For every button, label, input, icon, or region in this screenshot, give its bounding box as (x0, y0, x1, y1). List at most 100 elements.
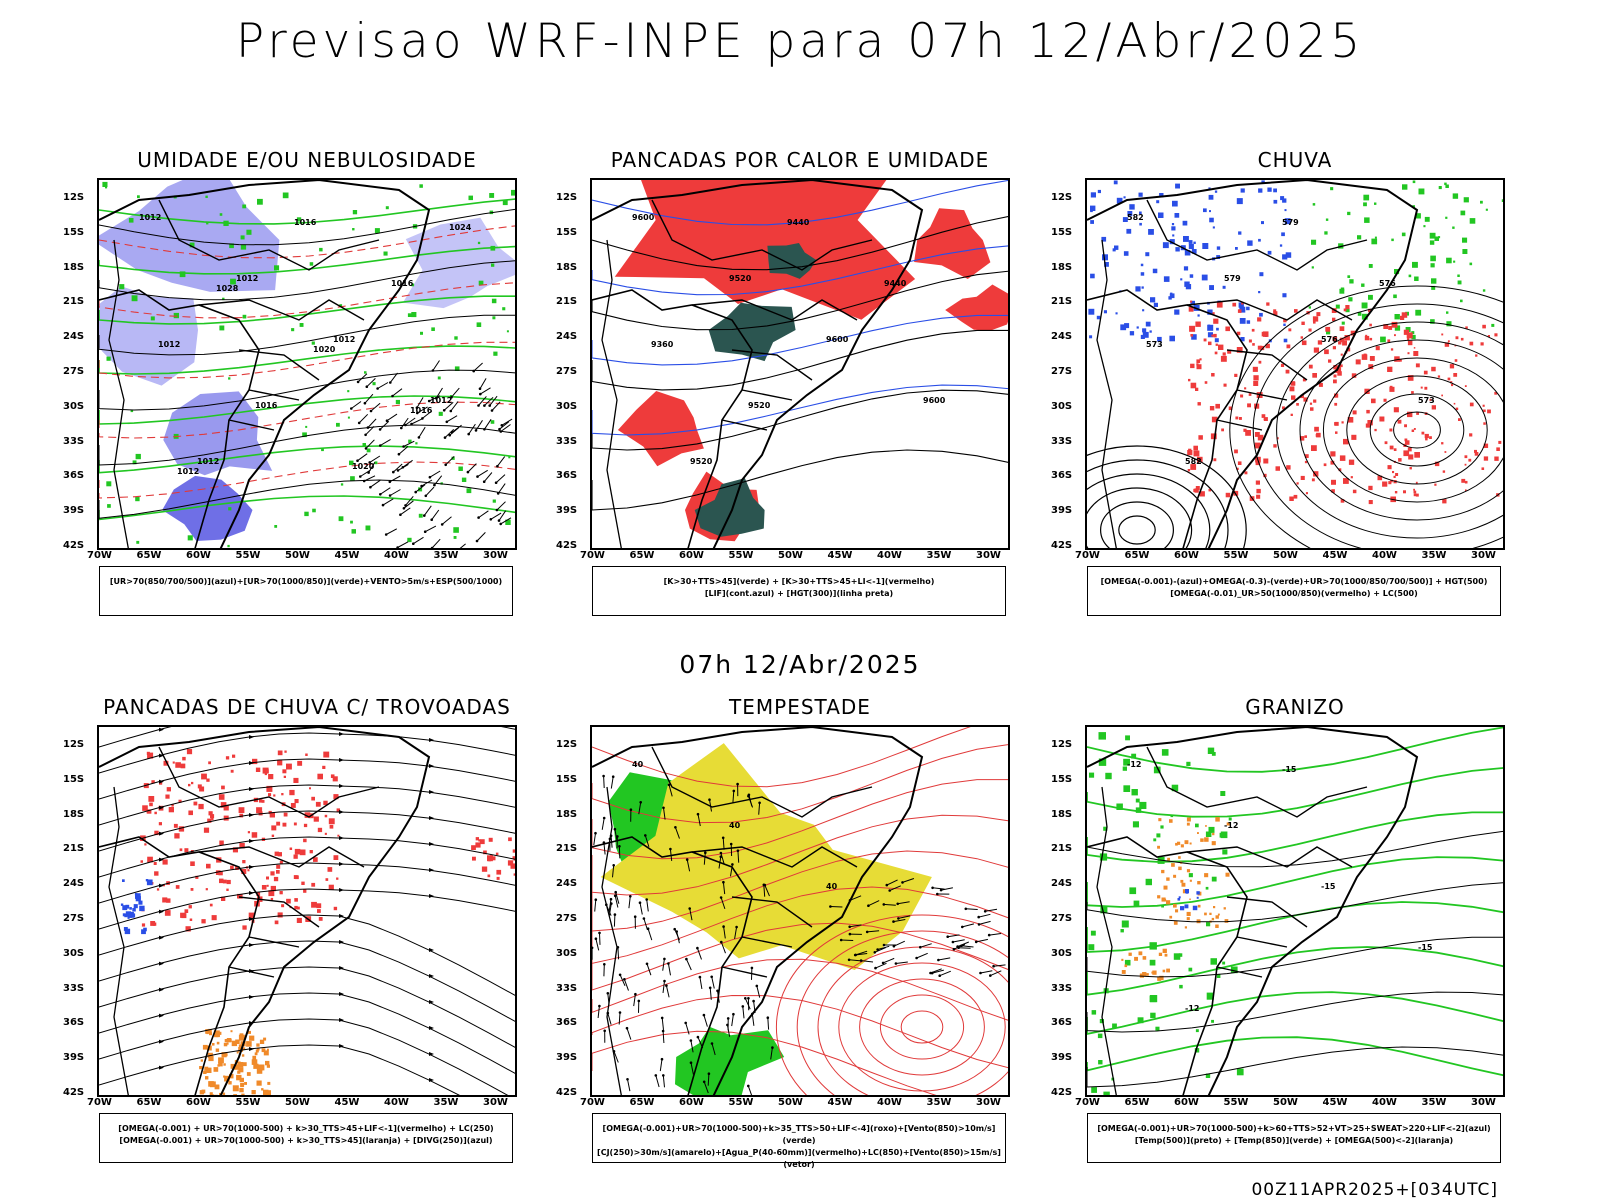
wind-vector (643, 918, 648, 931)
temp850-cell (1230, 966, 1238, 974)
lon-tick-label: 45W (827, 550, 853, 561)
state-border (721, 349, 813, 431)
wind-vector-head (888, 889, 891, 892)
rain-blue-cell (1157, 336, 1162, 342)
convective-storm-area (694, 478, 765, 537)
thunderstorm-cell (158, 822, 162, 826)
wind-vector-head (476, 475, 479, 478)
rain-blue-cell (1239, 306, 1246, 313)
orange-cell (256, 1080, 262, 1086)
lat-tick-label: 15S (63, 226, 85, 238)
rain-red-cell (1220, 355, 1227, 362)
temp850-cell (1121, 920, 1129, 928)
humidity-low-cell (374, 461, 378, 465)
wind-vector (703, 1081, 709, 1094)
rain-blue-cell (1212, 226, 1215, 229)
thunderstorm-cell (186, 749, 193, 755)
thunderstorm-cell (269, 812, 275, 818)
rain-green-cell (1402, 184, 1408, 190)
thunderstorm-cell (475, 842, 481, 848)
thunderstorm-cell (296, 906, 300, 910)
thunderstorm-cell (488, 837, 493, 842)
humidity-low-cell (106, 356, 111, 361)
hail-cell (1180, 906, 1185, 911)
temp850-cell (1228, 817, 1232, 821)
wind-vector-head (939, 888, 943, 892)
wind-vector (451, 387, 460, 398)
omega500-cell (1186, 917, 1190, 921)
rain-red-cell (1469, 341, 1474, 346)
thunderstorm-cell (255, 767, 261, 772)
hail-cell (1192, 905, 1198, 911)
wind-vector (867, 930, 880, 933)
wind-vector-head (634, 992, 637, 996)
streamline (99, 966, 515, 1048)
wind-vector (476, 532, 486, 542)
rain-red-cell (1338, 341, 1342, 345)
panel-title: GRANIZO (1245, 695, 1345, 719)
contour-label: 579 (1224, 274, 1241, 283)
thunderstorm-cell (230, 769, 234, 773)
orange-cell (214, 1094, 218, 1095)
panel-legend: [UR>70(850/700/500)](azul)+[UR>70(1000/8… (99, 566, 513, 616)
wind-vector (496, 501, 506, 511)
wind-vector-head (379, 493, 382, 496)
contour-label: 9440 (884, 279, 907, 288)
thunderstorm-cell (281, 904, 285, 908)
state-border (651, 199, 873, 271)
wind-vector (380, 438, 391, 446)
rain-red-cell (1416, 412, 1419, 415)
orange-cell (208, 1028, 212, 1033)
thunderstorm-cell (294, 848, 301, 855)
streamline (99, 758, 515, 800)
wind-vector-head (662, 1074, 665, 1077)
rain-red-cell (1364, 335, 1370, 341)
humidity-low-cell (352, 210, 358, 215)
panel-title: TEMPESTADE (729, 695, 871, 719)
orange-cell (206, 1067, 212, 1073)
orange-cell (237, 1062, 244, 1068)
omega500-cell (1197, 904, 1201, 908)
rain-blue-cell (1207, 324, 1214, 331)
orange-cell (224, 1075, 230, 1082)
wind-vector-head (675, 930, 678, 933)
wind-vector (365, 425, 375, 436)
lon-tick-label: 60W (1174, 550, 1199, 561)
divergence-cell (133, 904, 138, 909)
rain-red-cell (1337, 371, 1342, 376)
stream-arrow (339, 992, 344, 997)
hail-cell (1178, 896, 1181, 899)
humidity-low-cell (137, 195, 140, 199)
thunderstorm-cell (496, 869, 502, 875)
rain-red-cell (1343, 478, 1349, 484)
humidity-low-cell (347, 390, 350, 393)
hgt300-contour (592, 329, 1008, 391)
convective-storm-area (708, 302, 796, 362)
orange-cell (252, 1055, 257, 1060)
rain-red-cell (1407, 375, 1414, 381)
water-vapor-contour (592, 922, 1008, 991)
thunderstorm-cell (333, 794, 339, 800)
wind-vector (732, 790, 735, 803)
humidity-low-cell (490, 245, 496, 251)
thunderstorm-cell (279, 860, 283, 864)
omega500-cell (1152, 970, 1157, 975)
thunderstorm-cell (164, 910, 171, 916)
lat-tick-label: 12S (63, 192, 85, 203)
rain-red-cell (1237, 309, 1242, 313)
panel-legend: [OMEGA(-0.001) + UR>70(1000-500) + k>30_… (99, 1113, 513, 1163)
temp850-cell (1129, 887, 1137, 895)
wind-vector-head (626, 1078, 629, 1081)
rain-blue-cell (1102, 254, 1108, 261)
water-vapor-contour (592, 850, 1008, 932)
lon-tick-label: 70W (87, 1097, 112, 1108)
rain-red-cell (1368, 500, 1373, 505)
rain-blue-cell (1201, 274, 1208, 281)
humidity-low-cell (338, 516, 344, 522)
thunderstorm-cell (146, 751, 150, 755)
rain-blue-cell (1202, 243, 1209, 249)
map-area (97, 725, 517, 1097)
rain-green-cell (1453, 260, 1456, 263)
wind-vector (416, 397, 424, 408)
wind-vector (358, 413, 369, 424)
